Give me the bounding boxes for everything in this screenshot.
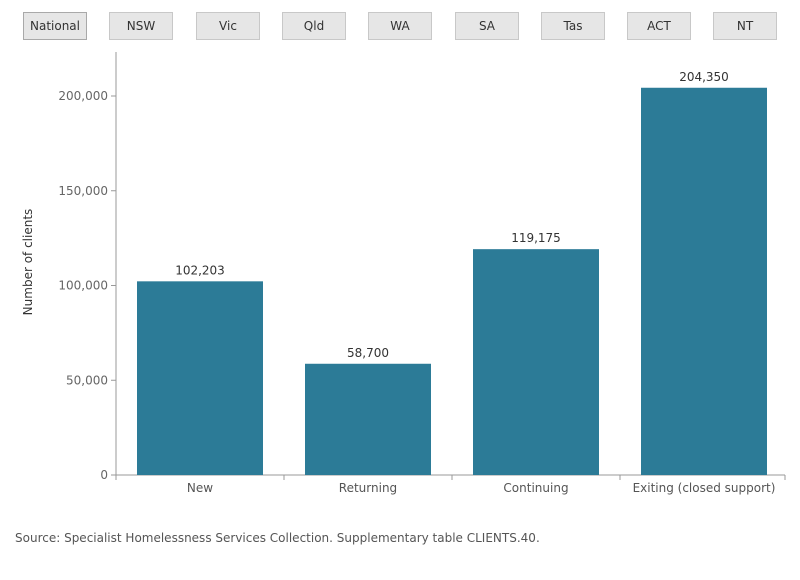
state-filter-tabs: National NSW Vic Qld WA SA Tas ACT NT xyxy=(0,12,800,42)
source-note: Source: Specialist Homelessness Services… xyxy=(15,531,540,545)
x-category-label: Continuing xyxy=(503,481,568,495)
tab-wa[interactable]: WA xyxy=(368,12,432,40)
tab-act[interactable]: ACT xyxy=(627,12,691,40)
y-tick-label: 200,000 xyxy=(58,89,108,103)
bar-value-label: 58,700 xyxy=(347,346,389,360)
tab-nt[interactable]: NT xyxy=(713,12,777,40)
bar-value-label: 204,350 xyxy=(679,70,729,84)
bar-new[interactable] xyxy=(137,281,263,475)
y-tick-label: 150,000 xyxy=(58,184,108,198)
y-axis-title: Number of clients xyxy=(21,209,35,316)
x-axis: New Returning Continuing Exiting (closed su… xyxy=(115,474,786,495)
tab-vic[interactable]: Vic xyxy=(196,12,260,40)
bars: 102,203 58,700 119,175 204,350 xyxy=(137,70,767,476)
tab-qld[interactable]: Qld xyxy=(282,12,346,40)
bar-continuing[interactable] xyxy=(473,249,599,475)
bar-exiting-closed-support[interactable] xyxy=(641,87,767,476)
bar-value-label: 102,203 xyxy=(175,263,225,277)
y-axis: 0 50,000 100,000 150,000 200,000 xyxy=(58,52,117,482)
tab-sa[interactable]: SA xyxy=(455,12,519,40)
bar-value-label: 119,175 xyxy=(511,231,561,245)
x-category-label: Returning xyxy=(339,481,397,495)
tab-tas[interactable]: Tas xyxy=(541,12,605,40)
bar-returning[interactable] xyxy=(305,363,431,475)
tab-national[interactable]: National xyxy=(23,12,87,40)
y-tick-label: 100,000 xyxy=(58,279,108,293)
y-tick-label: 0 xyxy=(100,468,108,482)
x-category-label: New xyxy=(187,481,213,495)
tab-nsw[interactable]: NSW xyxy=(109,12,173,40)
x-category-label: Exiting (closed support) xyxy=(633,481,776,495)
y-tick-label: 50,000 xyxy=(66,373,108,387)
